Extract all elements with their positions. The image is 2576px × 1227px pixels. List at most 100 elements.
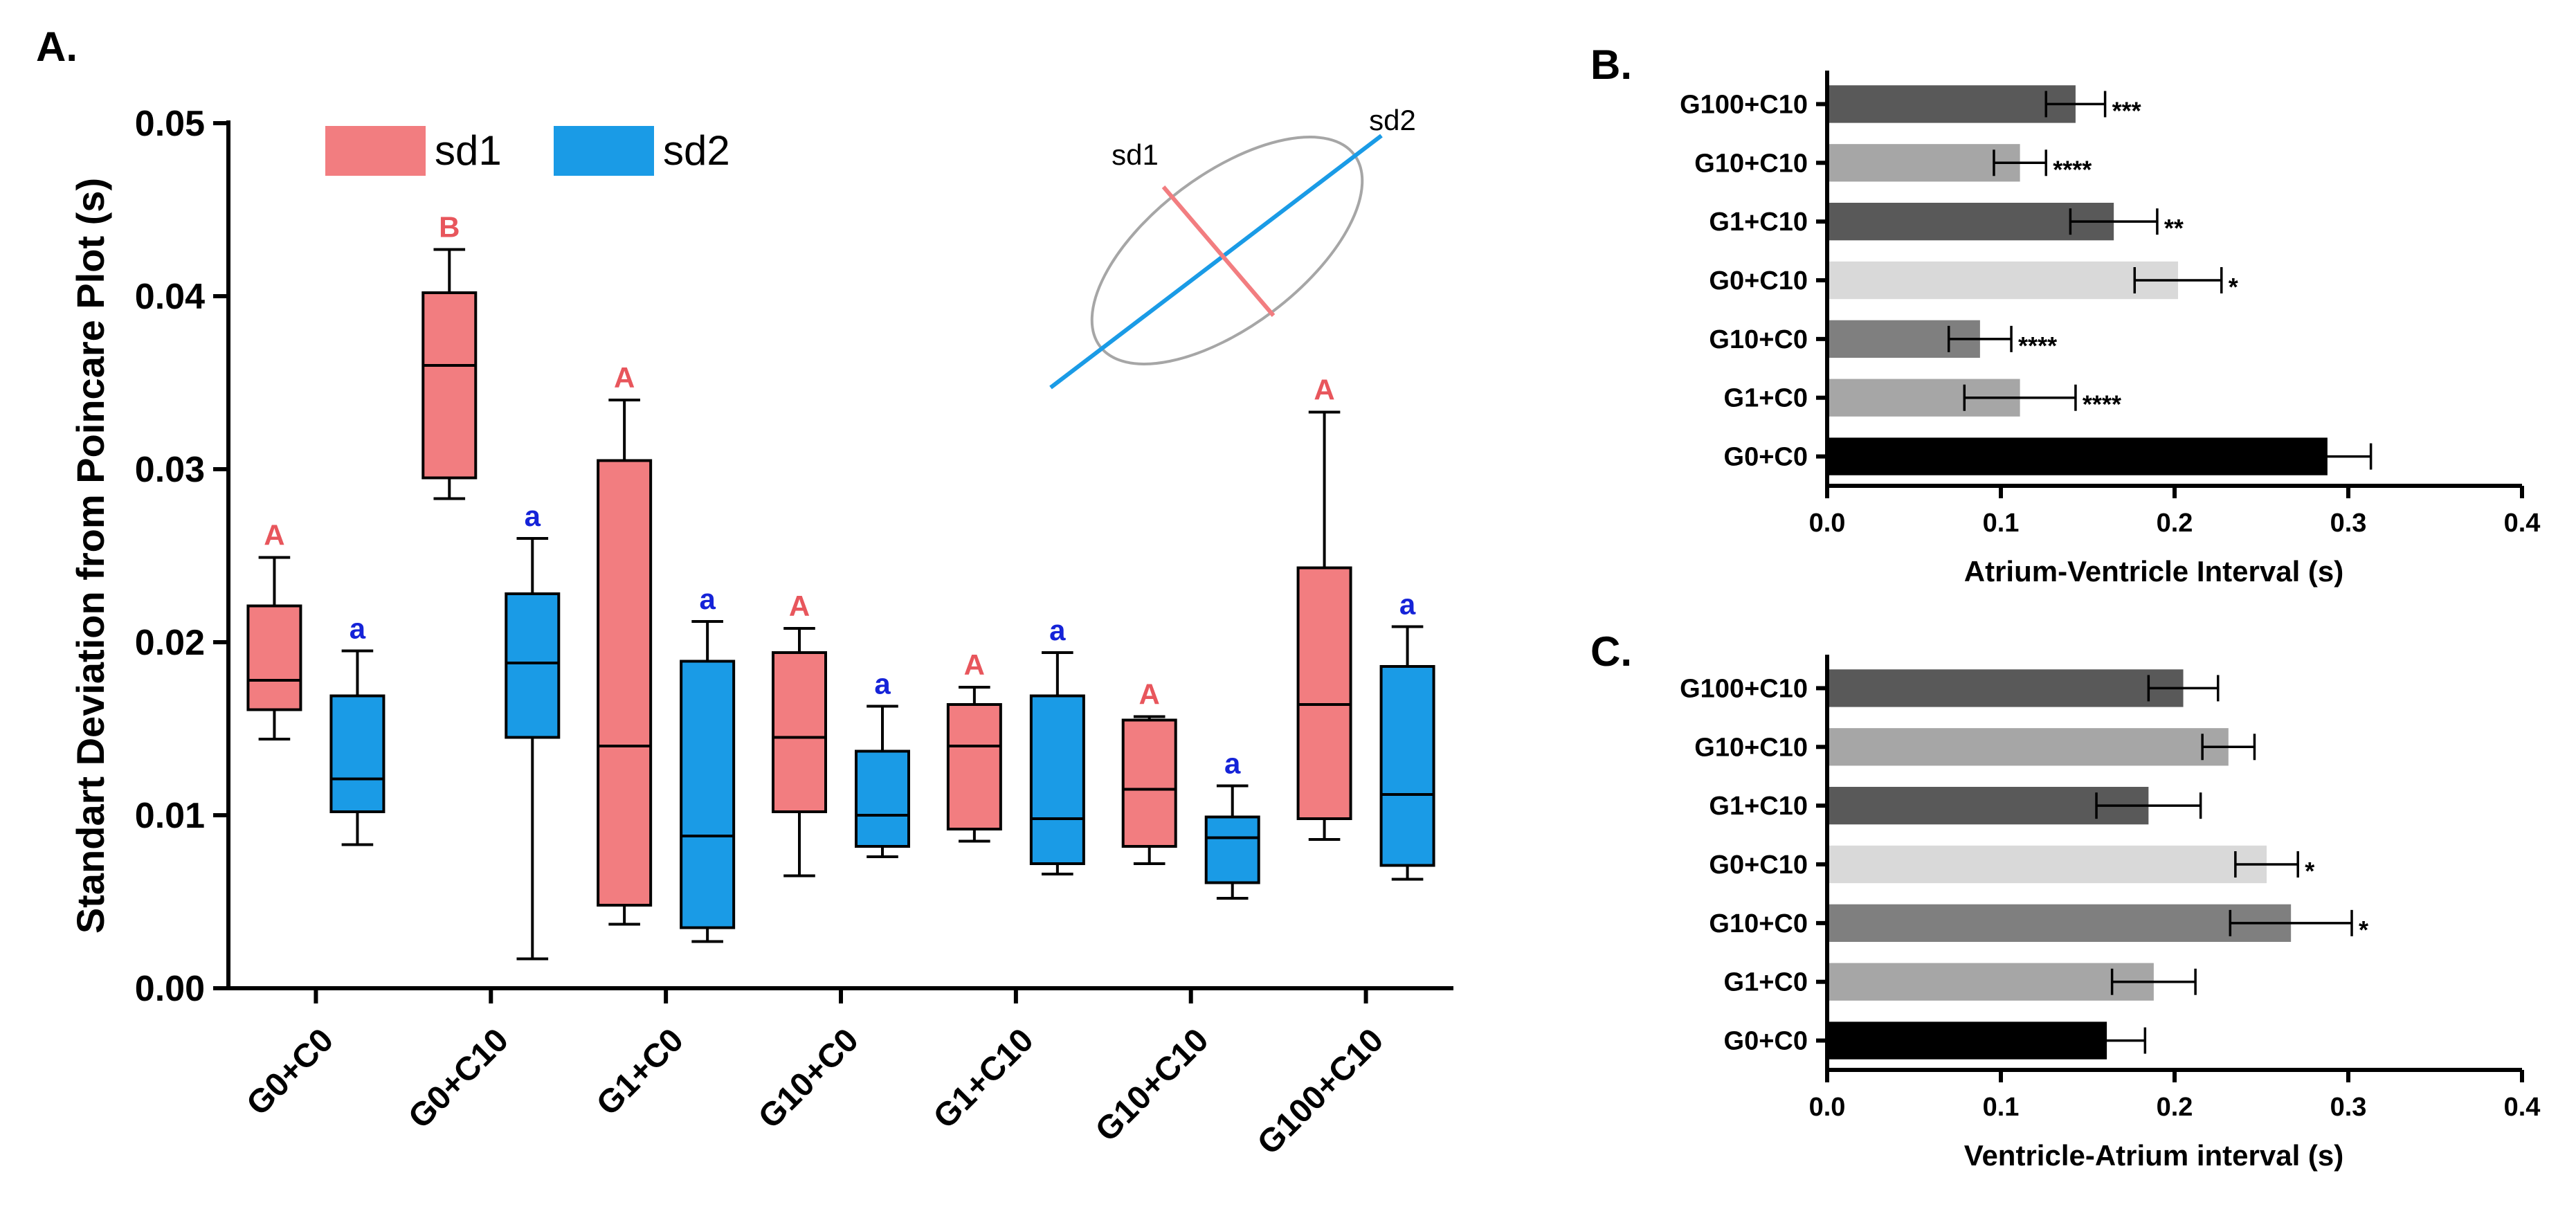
bar-G10+C10 bbox=[1827, 728, 2229, 766]
significance-letter: B bbox=[439, 211, 460, 244]
significance-letter: a bbox=[525, 500, 541, 532]
x-tick-label: 0.0 bbox=[1809, 509, 1846, 538]
y-category-label: G10+C0 bbox=[1709, 909, 1808, 938]
bar-G0+C10 bbox=[1827, 845, 2267, 884]
x-tick-label: 0.2 bbox=[2157, 509, 2193, 538]
bar-G100+C10 bbox=[1827, 669, 2184, 707]
panel-label-b: B. bbox=[1590, 42, 1632, 88]
iqr-box bbox=[1204, 815, 1260, 884]
panel-b-bar-chart: G100+C10 *** G10+C10 **** G1+C10 ** G0+C10 * G10… bbox=[1680, 71, 2540, 588]
bar-G1+C10 bbox=[1827, 786, 2149, 825]
iqr-box bbox=[421, 291, 478, 480]
x-category-label: G0+C0 bbox=[239, 1021, 341, 1123]
poincare-inset: sd1 sd2 bbox=[1049, 104, 1416, 390]
y-category-label: G10+C10 bbox=[1694, 733, 1808, 762]
sd1-box-2: B bbox=[421, 211, 478, 500]
x-category-label: G1+C10 bbox=[927, 1021, 1041, 1136]
significance-letter: A bbox=[789, 590, 810, 622]
x-category-label: G1+C0 bbox=[590, 1021, 691, 1123]
iqr-box bbox=[505, 592, 561, 739]
y-category-label: G0+C0 bbox=[1724, 1027, 1808, 1056]
panel-c-bar-chart: G100+C10 G10+C10 G1+C10 G0+C10 * G10+C0 * G1+C0… bbox=[1680, 655, 2540, 1172]
x-tick-label: 0.3 bbox=[2330, 1093, 2367, 1122]
sd1-box-4: A bbox=[772, 590, 827, 878]
sd1-box-7: A bbox=[1296, 374, 1352, 841]
significance-letter: A bbox=[264, 519, 284, 552]
bar-G0+C0 bbox=[1827, 1021, 2107, 1060]
sd1-box-1: A bbox=[246, 519, 302, 740]
y-tick-label: 0.04 bbox=[135, 277, 205, 317]
iqr-box bbox=[772, 651, 827, 813]
sd2-box-3: a bbox=[680, 583, 736, 943]
x-tick-label: 0.0 bbox=[1809, 1093, 1846, 1122]
significance-marker: **** bbox=[2018, 331, 2057, 360]
inset-ellipse bbox=[1090, 136, 1364, 365]
significance-letter: a bbox=[1049, 614, 1066, 646]
x-tick-label: 0.1 bbox=[1983, 509, 2020, 538]
legend-swatch-sd1 bbox=[325, 126, 426, 176]
panel-a-boxplot: 0.00 0.01 0.02 0.03 0.04 0.05 Standart Deviati… bbox=[69, 104, 1453, 1162]
sd1-box-6: A bbox=[1121, 678, 1177, 865]
y-tick-label: 0.05 bbox=[135, 104, 205, 144]
iqr-box bbox=[1296, 566, 1352, 820]
y-category-label: G0+C0 bbox=[1724, 443, 1808, 472]
significance-marker: *** bbox=[2112, 96, 2141, 125]
bar-G10+C10 bbox=[1827, 144, 2020, 182]
y-category-label: G100+C10 bbox=[1680, 674, 1808, 703]
sd2-box-5: a bbox=[1029, 614, 1085, 875]
x-category-label: G10+C0 bbox=[752, 1021, 866, 1136]
significance-letter: A bbox=[964, 648, 985, 681]
legend-label-sd1: sd1 bbox=[435, 127, 502, 174]
iqr-box bbox=[1121, 718, 1177, 848]
inset-sd1-label: sd1 bbox=[1112, 138, 1159, 171]
panel-label-c: C. bbox=[1590, 628, 1632, 675]
inset-sd1-axis bbox=[1161, 185, 1276, 317]
sd1-box-3: A bbox=[597, 361, 653, 926]
bar-G1+C0 bbox=[1827, 963, 2154, 1001]
inset-sd2-label: sd2 bbox=[1369, 104, 1416, 136]
significance-letter: a bbox=[1224, 747, 1241, 780]
significance-letter: A bbox=[1314, 374, 1334, 406]
significance-marker: ** bbox=[2164, 214, 2184, 242]
y-tick-label: 0.03 bbox=[135, 450, 205, 490]
significance-marker: * bbox=[2305, 857, 2314, 885]
x-category-label: G0+C10 bbox=[401, 1021, 516, 1136]
iqr-box bbox=[597, 459, 653, 907]
legend: sd1 sd2 bbox=[325, 126, 730, 176]
x-category-label: G100+C10 bbox=[1251, 1021, 1391, 1162]
sd2-box-4: a bbox=[855, 668, 910, 858]
y-tick-label: 0.00 bbox=[135, 969, 205, 1009]
y-category-label: G1+C10 bbox=[1709, 208, 1808, 237]
y-category-label: G10+C0 bbox=[1709, 325, 1808, 354]
sd2-box-1: a bbox=[329, 612, 386, 846]
y-category-label: G10+C10 bbox=[1694, 149, 1808, 178]
x-category-label: G10+C10 bbox=[1089, 1021, 1216, 1149]
iqr-box bbox=[1379, 665, 1435, 867]
significance-letter: A bbox=[1139, 678, 1160, 711]
sd1-box-5: A bbox=[946, 648, 1002, 843]
x-tick-label: 0.1 bbox=[1983, 1093, 2020, 1122]
bar-G0+C10 bbox=[1827, 261, 2179, 300]
x-tick-label: 0.4 bbox=[2504, 509, 2541, 538]
y-axis-title: Standart Deviation from Poincare Plot (s… bbox=[69, 178, 112, 934]
significance-letter: A bbox=[614, 361, 635, 394]
inset-sd2-axis bbox=[1049, 134, 1383, 390]
y-category-label: G1+C0 bbox=[1724, 968, 1808, 997]
significance-letter: a bbox=[350, 612, 366, 645]
y-category-label: G0+C10 bbox=[1709, 266, 1808, 296]
y-tick-label: 0.02 bbox=[135, 623, 205, 663]
bar-G100+C10 bbox=[1827, 85, 2076, 123]
significance-marker: * bbox=[2359, 916, 2368, 944]
y-category-label: G100+C10 bbox=[1680, 90, 1808, 119]
x-tick-label: 0.4 bbox=[2504, 1093, 2541, 1122]
significance-letter: a bbox=[874, 668, 891, 700]
iqr-box bbox=[946, 703, 1002, 830]
x-tick-label: 0.3 bbox=[2330, 509, 2367, 538]
significance-marker: **** bbox=[2083, 390, 2121, 419]
x-tick-label: 0.2 bbox=[2157, 1093, 2193, 1122]
sd2-box-6: a bbox=[1204, 747, 1260, 900]
y-category-label: G1+C10 bbox=[1709, 792, 1808, 821]
x-axis-title: Ventricle-Atrium interval (s) bbox=[1964, 1139, 2343, 1172]
y-category-label: G1+C0 bbox=[1724, 384, 1808, 413]
